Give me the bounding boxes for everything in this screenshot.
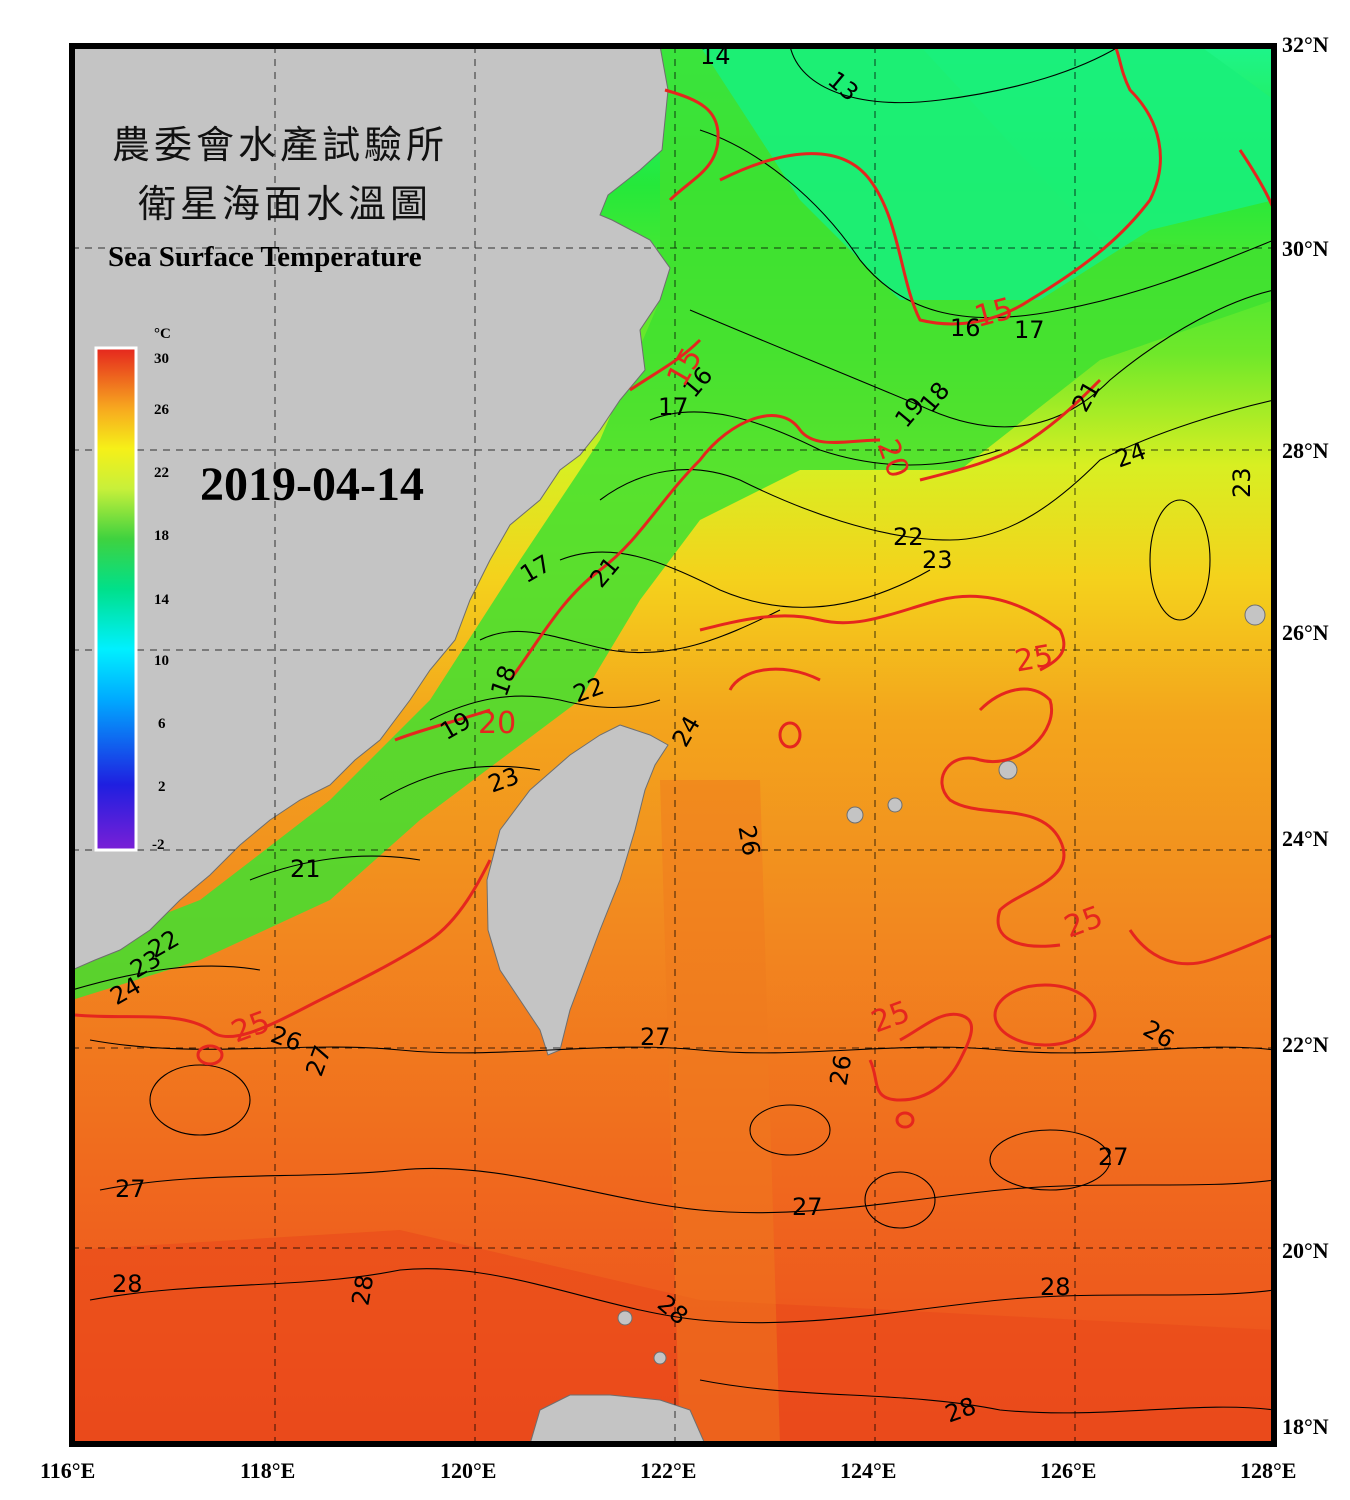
lon-label: 116°E [40,1458,95,1483]
contour-label: 28 [1040,1273,1071,1301]
lat-label: 18°N [1282,1414,1329,1439]
land-taiwan [486,724,669,1056]
lon-label: 120°E [440,1458,496,1483]
contour-label-red: 25 [1012,638,1056,679]
contour-label: 26 [733,823,766,858]
lon-label: 128°E [1240,1458,1296,1483]
contour-label: 23 [1228,467,1256,498]
contour-label: 17 [658,393,689,421]
contour-label: 28 [346,1273,379,1308]
contour-label: 27 [115,1175,146,1203]
contour-label-red: 20 [478,706,516,741]
lat-labels: 32°N 30°N 28°N 26°N 24°N 22°N 20°N 18°N [1282,32,1329,1439]
colorbar-tick: 18 [154,528,169,544]
date-label: 2019-04-14 [200,458,424,511]
colorbar-tick: 6 [158,716,166,732]
lat-label: 30°N [1282,236,1329,261]
title-zh-line2: 衛星海面水溫圖 [138,182,432,226]
land-luzon [529,1394,706,1444]
lat-label: 22°N [1282,1032,1329,1057]
land-china [72,46,671,971]
lat-label: 24°N [1282,826,1329,851]
contour-label: 27 [1098,1143,1129,1171]
lon-labels: 116°E 118°E 120°E 122°E 124°E 126°E 128°… [40,1458,1296,1483]
lat-label: 32°N [1282,32,1329,57]
lon-label: 122°E [640,1458,696,1483]
isotherms-black [72,46,1274,1414]
map-frame [69,43,1277,1447]
colorbar-tick: 2 [158,779,166,795]
title-en: Sea Surface Temperature [108,241,422,273]
lon-label: 124°E [840,1458,896,1483]
title-zh-line1: 農委會水產試驗所 [112,123,448,167]
contour-label: 23 [922,546,953,574]
colorbar-tick: 26 [154,402,170,418]
lat-label: 28°N [1282,438,1329,463]
lat-label: 20°N [1282,1238,1329,1263]
contour-label: 16 [950,314,981,342]
colorbar-tick: 10 [154,653,169,669]
colorbar-unit: °C [154,326,171,342]
contour-label: 26 [824,1053,857,1088]
colorbar-tick: 30 [154,351,169,367]
contour-label: 17 [1014,316,1045,344]
contour-label: 14 [700,42,731,70]
colorbar-tick: 22 [154,465,169,481]
contour-label: 22 [893,523,924,551]
colorbar: °C 30 26 22 18 14 10 6 2 -2 [94,326,171,853]
lat-label: 26°N [1282,620,1329,645]
contour-label: 27 [640,1023,671,1051]
contour-label: 27 [792,1193,823,1221]
contour-label: 28 [112,1270,143,1298]
contour-label: 21 [290,855,321,883]
lon-label: 126°E [1040,1458,1096,1483]
colorbar-tick: -2 [152,837,165,853]
colorbar-tick: 14 [154,592,170,608]
lon-label: 118°E [240,1458,295,1483]
